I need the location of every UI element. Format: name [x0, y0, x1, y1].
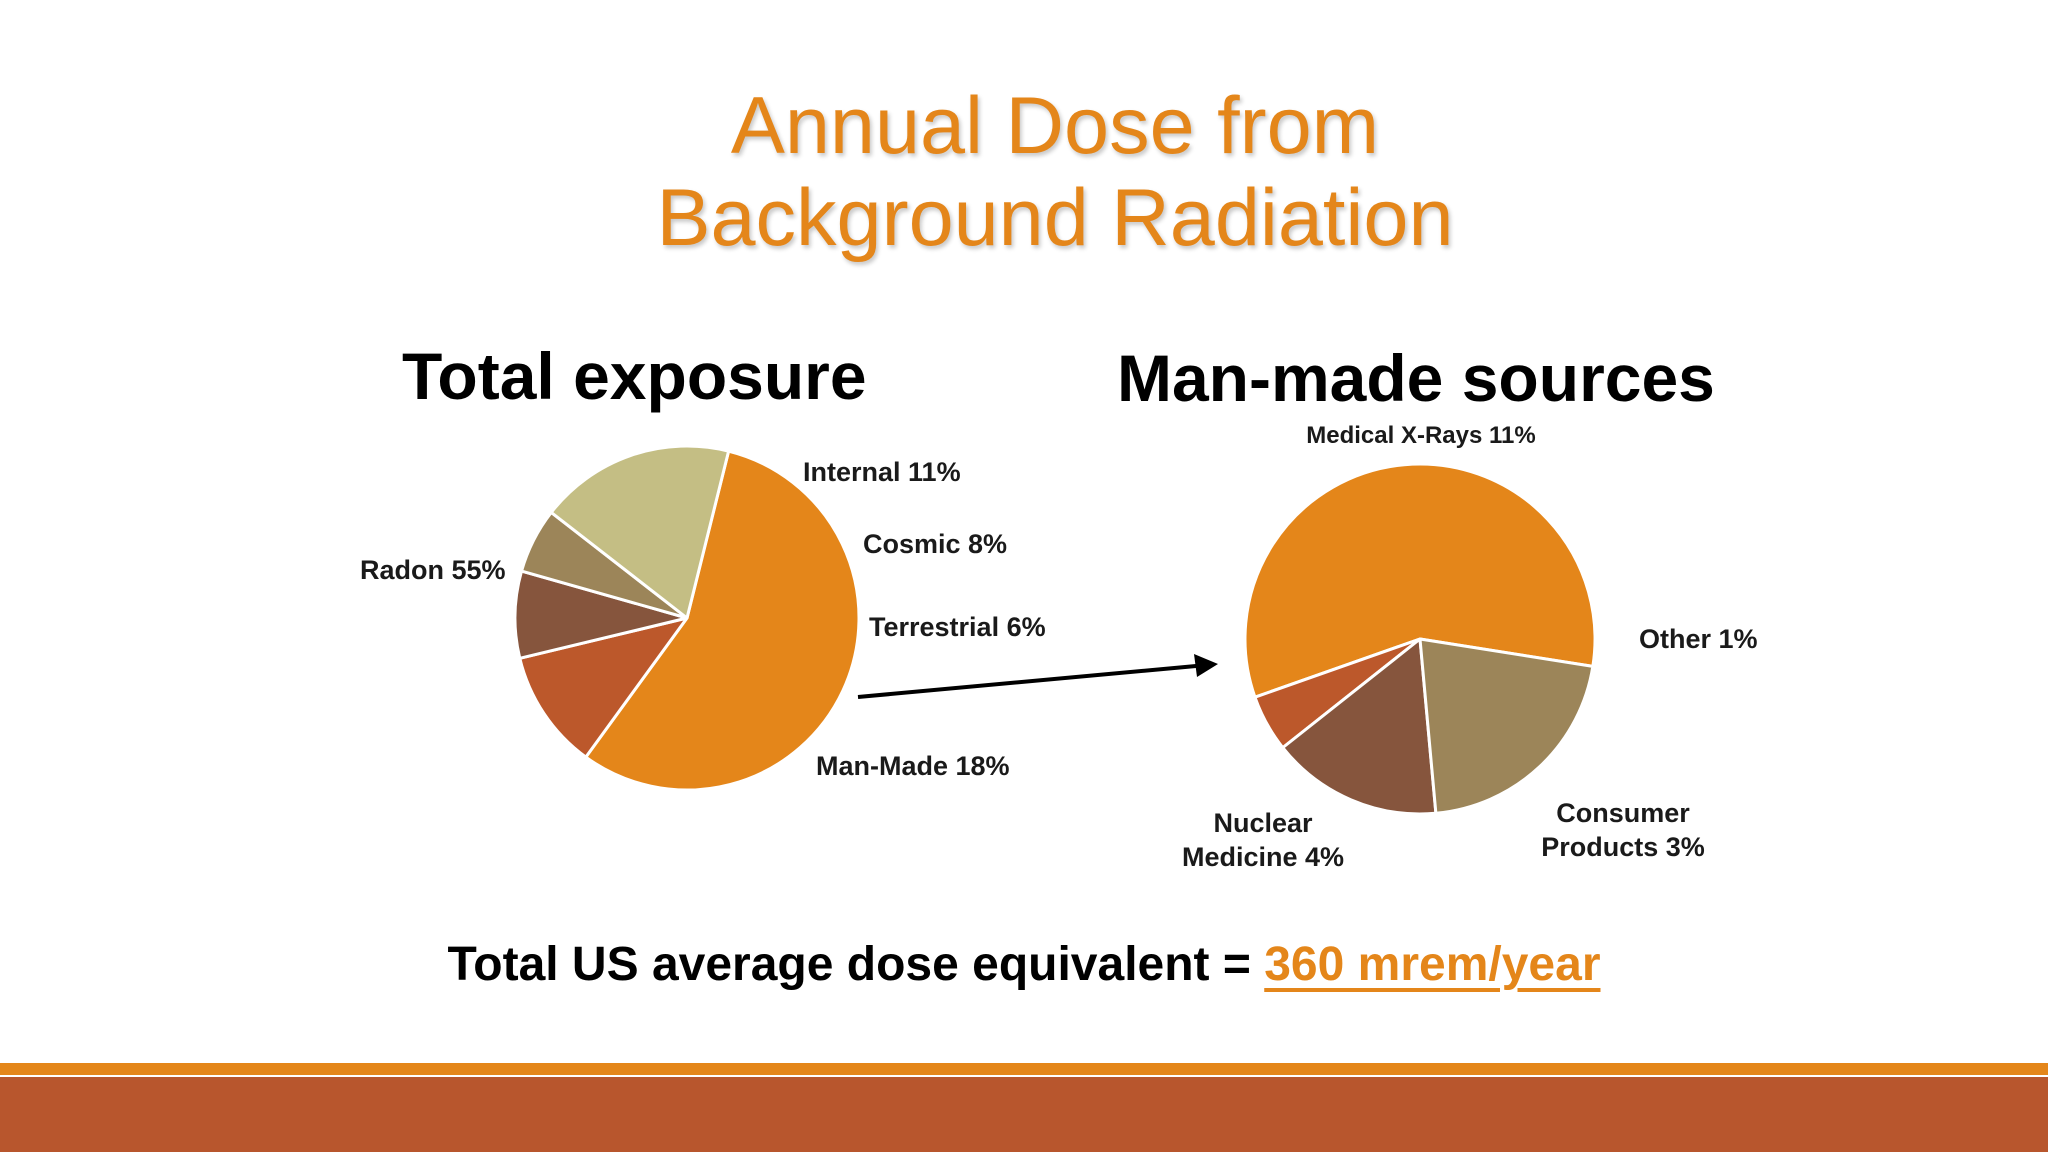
- slice-label-nuclear-medicine-4: Nuclear Medicine 4%: [1182, 808, 1344, 872]
- slice-label-terrestrial-6: Terrestrial 6%: [869, 612, 1046, 642]
- slice-label-radon-55: Radon 55%: [360, 555, 506, 585]
- chart-title-man-made-sources: Man-made sources: [1117, 341, 1715, 415]
- footer-dose-line: Total US average dose equivalent = 360 m…: [0, 937, 2048, 992]
- slide-title: Annual Dose from Background Radiation: [0, 80, 2048, 264]
- slide-title-line-2: Background Radiation: [656, 173, 1454, 263]
- footer-band-thick: [0, 1077, 2048, 1152]
- pie-slice-consumer-products-3: [1281, 637, 1438, 816]
- slice-label-medical-x-rays-11: Medical X-Rays 11%: [1306, 422, 1535, 449]
- pie-chart-man-made-sources: [1243, 462, 1597, 816]
- pie-chart-total-exposure: [513, 444, 861, 792]
- chart-title-total-exposure: Total exposure: [402, 339, 867, 413]
- slide-title-line-1: Annual Dose from: [730, 81, 1380, 171]
- footer-dose-value: 360 mrem/year: [1264, 938, 1601, 991]
- slice-label-man-made-18: Man-Made 18%: [816, 751, 1010, 781]
- slice-label-consumer-products-3: Consumer Products 3%: [1541, 798, 1705, 862]
- pie-slice-cosmic-8: [513, 569, 689, 660]
- pie-slice-internal-11: [518, 616, 689, 759]
- connector-arrow-head: [1194, 654, 1218, 677]
- slice-label-cosmic-8: Cosmic 8%: [863, 529, 1007, 559]
- pie-slice-radon-55: [584, 449, 861, 792]
- connector-arrow-line: [857, 664, 1197, 699]
- pie-slice-nuclear-medicine-4: [1418, 637, 1595, 815]
- footer-band-thin: [0, 1063, 2048, 1075]
- pie-slice-man-made-18: [549, 444, 731, 620]
- connector-arrow: [857, 654, 1218, 699]
- pie-slice-medical-x-rays-11: [1243, 462, 1597, 699]
- slice-label-internal-11: Internal 11%: [803, 457, 961, 487]
- footer-dose-prefix: Total US average dose equivalent =: [447, 938, 1265, 991]
- slice-label-other-1: Other 1%: [1639, 624, 1758, 654]
- slice-labels: Radon 55% Internal 11% Cosmic 8% Terrestria…: [360, 422, 1758, 872]
